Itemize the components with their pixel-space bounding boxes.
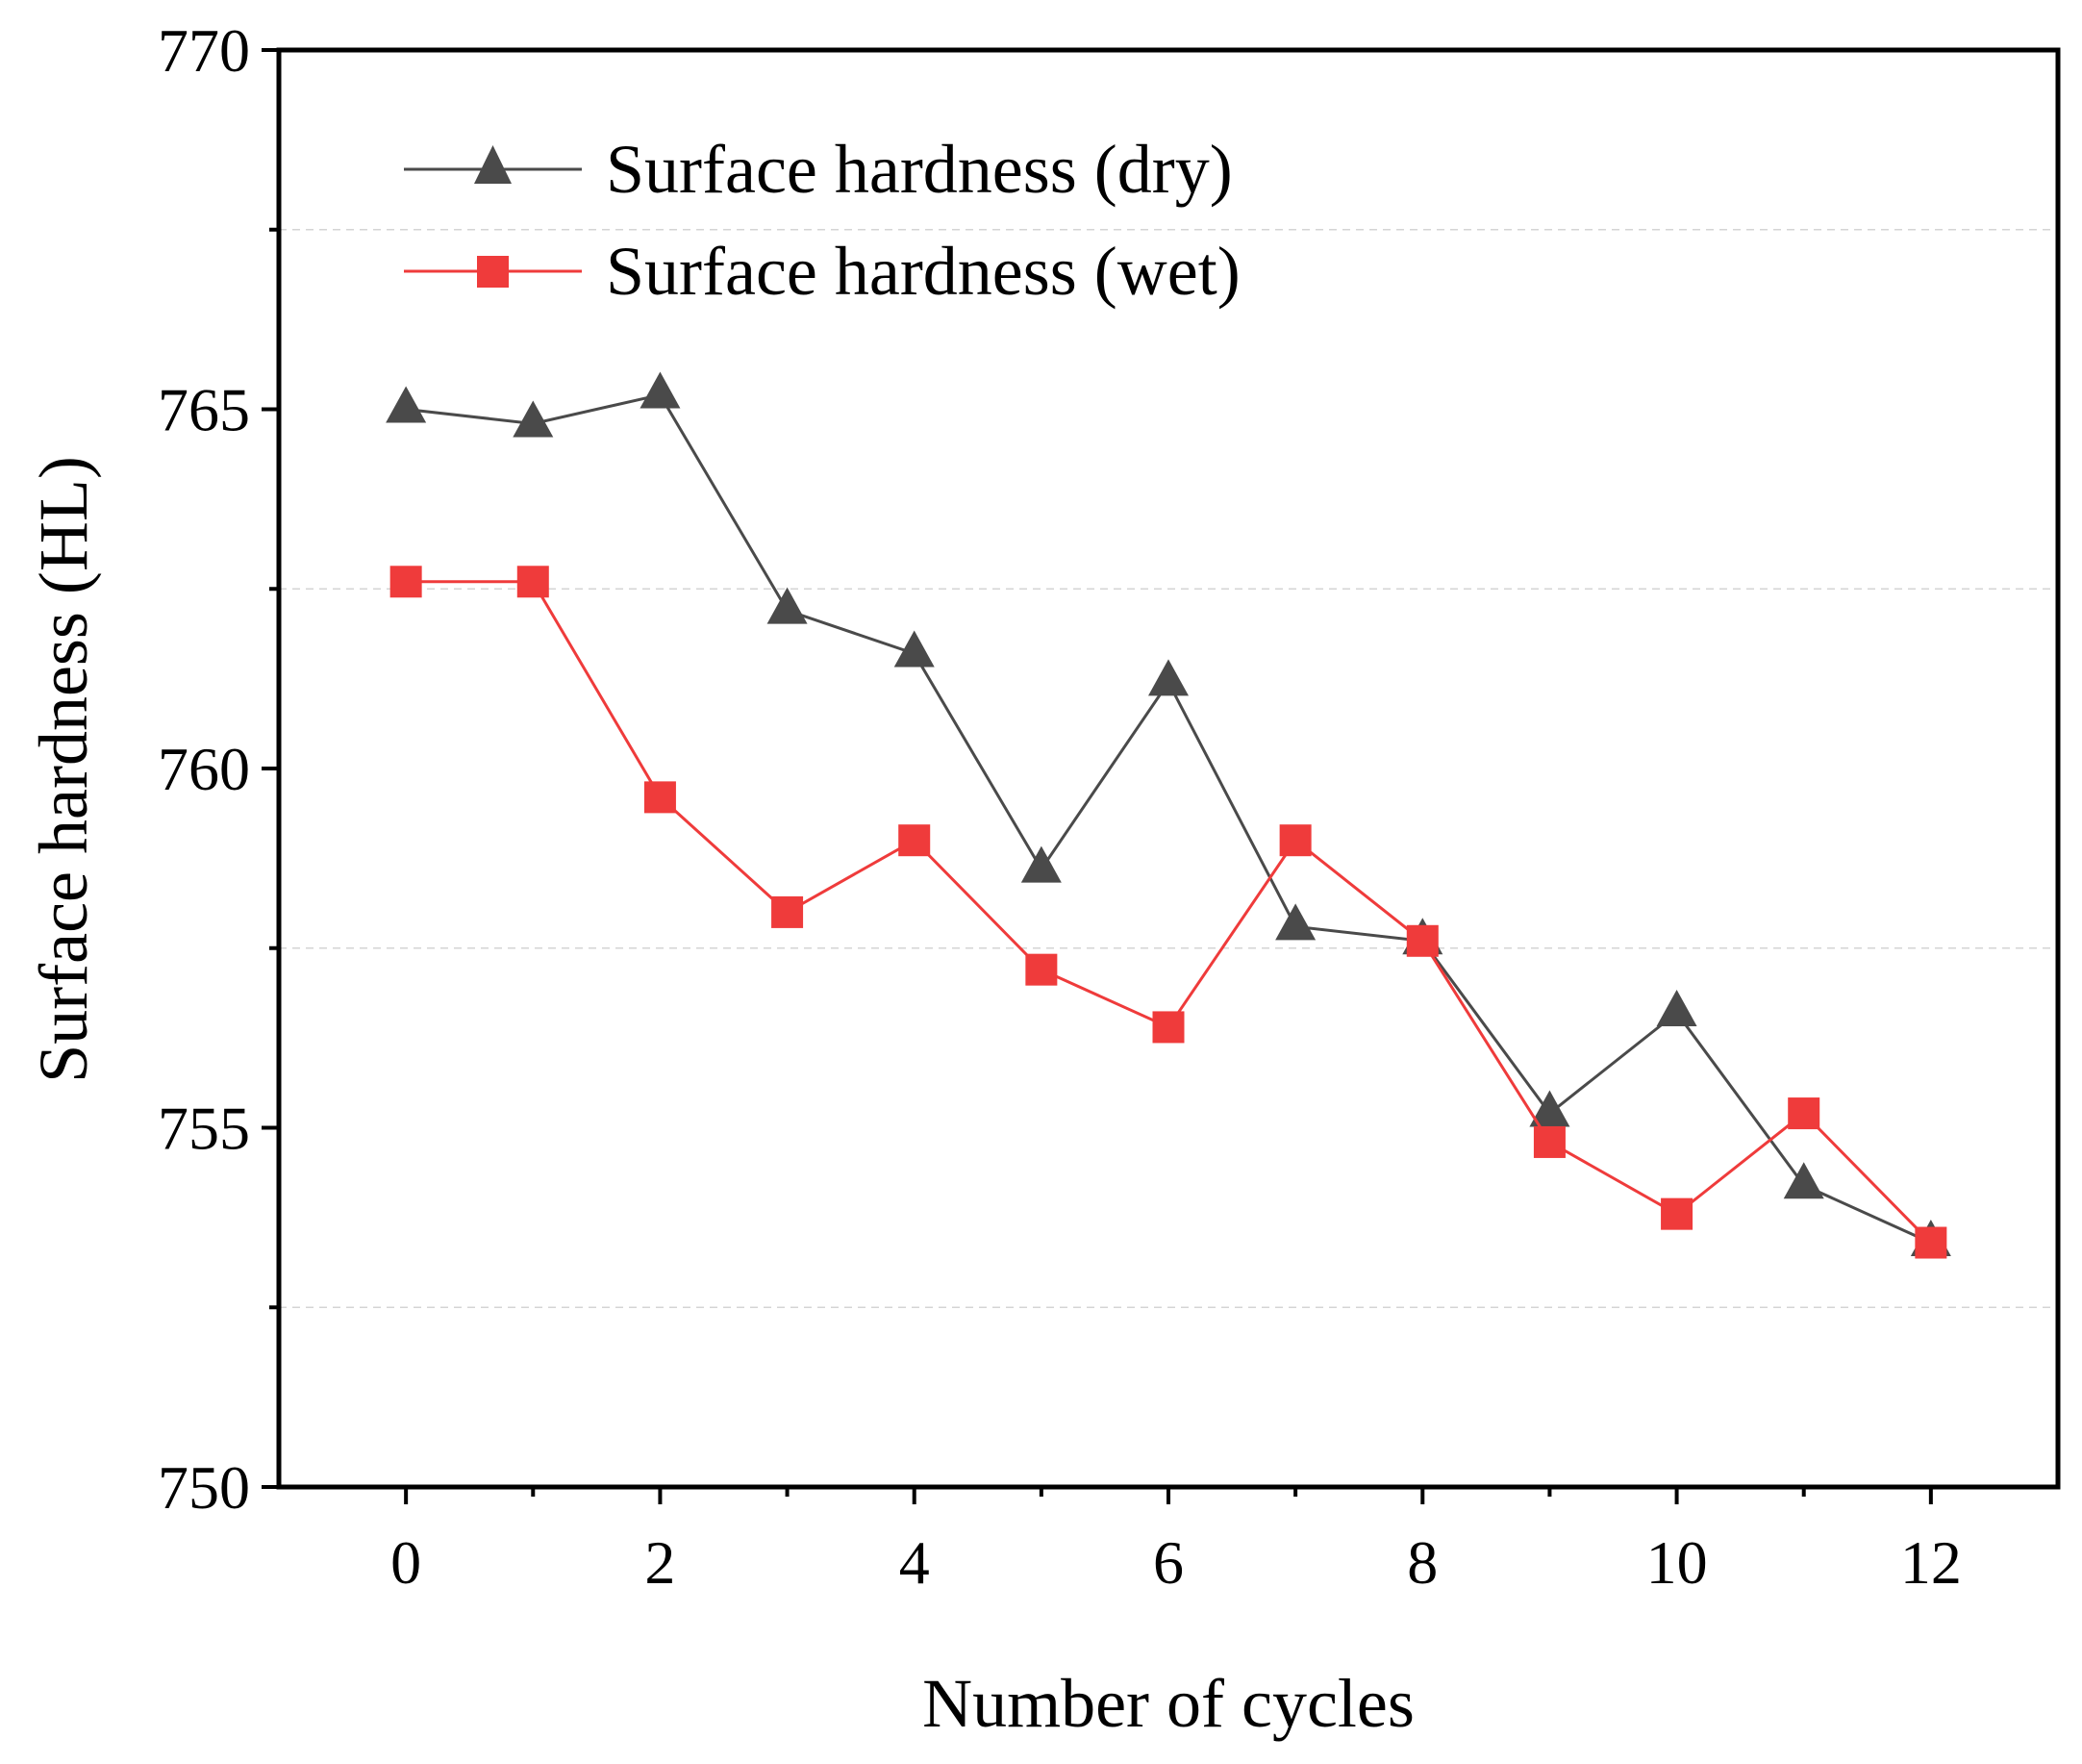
y-tick-label: 755 [158, 1095, 250, 1163]
y-tick-label: 760 [158, 735, 250, 803]
data-point-triangle [513, 400, 554, 438]
x-axis-title: Number of cycles [922, 1665, 1415, 1742]
x-tick-label: 8 [1407, 1528, 1438, 1597]
data-point-square [1279, 824, 1312, 857]
data-point-square [1152, 1011, 1185, 1044]
x-tick-label: 10 [1646, 1528, 1708, 1597]
data-point-square [389, 566, 422, 598]
y-tick-label: 770 [158, 16, 250, 85]
x-tick-label: 2 [644, 1528, 675, 1597]
data-point-square [1915, 1226, 1947, 1259]
y-axis-title: Surface hardness (HL) [25, 456, 102, 1083]
series-dry [386, 371, 1951, 1257]
grid-lines [279, 229, 2058, 1308]
data-point-square [1661, 1197, 1693, 1230]
legend: Surface hardness (dry) Surface hardness … [404, 131, 1241, 310]
data-series [386, 371, 1951, 1259]
data-point-triangle [1148, 659, 1189, 696]
data-point-square [1025, 953, 1058, 986]
data-point-triangle [1020, 845, 1062, 883]
series-line [405, 392, 1932, 1245]
y-tick-label: 750 [158, 1453, 250, 1522]
y-tick-label: 765 [158, 376, 250, 444]
data-point-triangle [1275, 903, 1317, 941]
data-point-square [643, 781, 676, 814]
data-point-triangle [1529, 1090, 1570, 1127]
data-point-square [1406, 924, 1439, 957]
data-point-square [516, 566, 549, 598]
x-tick-label: 0 [390, 1528, 421, 1597]
data-point-triangle [766, 587, 808, 624]
x-tick-label: 12 [1900, 1528, 1962, 1597]
data-point-triangle [640, 371, 681, 409]
legend-label-dry: Surface hardness (dry) [606, 131, 1233, 208]
legend-label-wet: Surface hardness (wet) [606, 233, 1241, 310]
series-wet [389, 566, 1947, 1259]
data-point-square [898, 824, 931, 857]
data-point-square [771, 895, 804, 928]
data-point-triangle [386, 386, 427, 423]
x-tick-label: 4 [899, 1528, 930, 1597]
axis-ticks: 750 755 760 765 770 0 2 4 6 8 10 12 [158, 16, 1962, 1597]
data-point-square [1788, 1097, 1820, 1130]
data-point-triangle [1783, 1162, 1824, 1199]
data-point-triangle [1656, 989, 1697, 1026]
legend-marker-triangle-icon [474, 145, 512, 184]
x-tick-label: 6 [1153, 1528, 1184, 1597]
legend-marker-square-icon [477, 256, 509, 288]
data-point-square [1533, 1125, 1566, 1158]
data-point-triangle [893, 630, 935, 668]
